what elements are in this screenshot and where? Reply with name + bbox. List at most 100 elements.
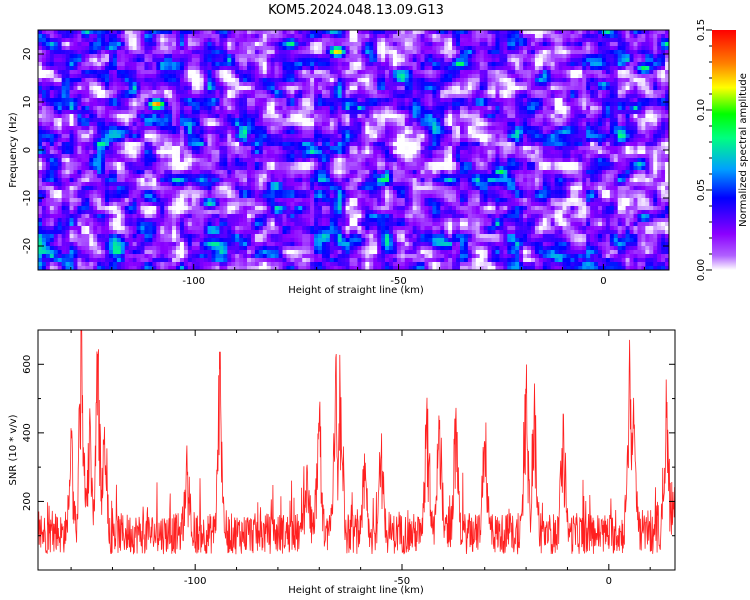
heatmap-cell: [85, 118, 90, 123]
heatmap-cell: [550, 134, 555, 139]
heatmap-cell: [274, 74, 279, 79]
heatmap-cell: [558, 38, 563, 43]
heatmap-cell: [81, 154, 86, 159]
heatmap-cell: [507, 98, 512, 103]
heatmap-cell: [112, 74, 118, 79]
heatmap-cell: [101, 74, 106, 79]
heatmap-cell: [507, 146, 512, 151]
heatmap-cell: [412, 110, 417, 115]
heatmap-cell: [65, 150, 70, 155]
heatmap-cell: [621, 42, 626, 47]
heatmap-cell: [574, 78, 579, 83]
heatmap-cell: [633, 70, 638, 75]
heatmap-cell: [306, 46, 311, 51]
heatmap-cell: [254, 86, 260, 91]
heatmap-cell: [132, 30, 137, 35]
heatmap-cell: [219, 58, 224, 63]
heatmap-cell: [302, 62, 307, 67]
heatmap-cell: [582, 30, 587, 35]
heatmap-cell: [519, 134, 524, 139]
heatmap-cell: [53, 138, 59, 143]
heatmap-cell: [148, 82, 153, 87]
heatmap-cell: [444, 114, 449, 119]
heatmap-cell: [156, 134, 161, 139]
heatmap-cell: [172, 54, 177, 59]
heatmap-cell: [207, 110, 212, 115]
heatmap-cell: [61, 90, 66, 95]
heatmap-cell: [140, 58, 145, 63]
heatmap-cell: [392, 150, 398, 155]
heatmap-cell: [570, 86, 575, 91]
heatmap-cell: [562, 118, 567, 123]
heatmap-cell: [582, 70, 587, 75]
heatmap-cell: [97, 138, 102, 143]
heatmap-cell: [172, 94, 177, 99]
heatmap-cell: [408, 146, 413, 151]
heatmap-cell: [93, 70, 98, 75]
heatmap-cell: [61, 146, 66, 151]
heatmap-cell: [215, 102, 220, 107]
heatmap-cell: [452, 50, 457, 55]
heatmap-cell: [247, 114, 252, 119]
heatmap-cell: [176, 150, 181, 155]
heatmap-cell: [542, 118, 548, 123]
heatmap-cell: [586, 114, 591, 119]
heatmap-cell: [274, 146, 279, 151]
heatmap-cell: [436, 142, 441, 147]
heatmap-cell: [243, 142, 248, 147]
heatmap-cell: [124, 82, 129, 87]
heatmap-cell: [172, 122, 177, 127]
heatmap-cell: [621, 130, 626, 135]
heatmap-cell: [318, 118, 323, 123]
heatmap-cell: [49, 122, 55, 127]
heatmap-cell: [73, 42, 78, 47]
heatmap-cell: [661, 70, 666, 75]
heatmap-cell: [665, 146, 669, 151]
heatmap-cell: [594, 118, 599, 123]
heatmap-cell: [85, 62, 90, 67]
heatmap-cell: [558, 98, 563, 103]
heatmap-cell: [321, 150, 327, 155]
heatmap-cell: [361, 126, 366, 131]
heatmap-cell: [294, 122, 299, 127]
heatmap-cell: [404, 70, 410, 75]
heatmap-cell: [183, 102, 189, 107]
heatmap-cell: [609, 90, 615, 95]
heatmap-cell: [207, 146, 212, 151]
heatmap-cell: [377, 38, 382, 43]
heatmap-cell: [187, 90, 193, 95]
heatmap-cell: [487, 66, 492, 71]
heatmap-cell: [661, 142, 666, 147]
heatmap-cell: [81, 34, 86, 39]
heatmap-cell: [665, 126, 669, 131]
heatmap-cell: [108, 58, 114, 63]
heatmap-cell: [570, 82, 575, 87]
heatmap-cell: [243, 70, 248, 75]
heatmap-cell: [81, 46, 86, 51]
heatmap-cell: [621, 78, 626, 83]
heatmap-cell: [179, 118, 185, 123]
heatmap-cell: [381, 106, 386, 111]
heatmap-cell: [400, 66, 406, 71]
heatmap-cell: [665, 74, 669, 79]
heatmap-cell: [333, 86, 339, 91]
heatmap-cell: [432, 106, 437, 111]
heatmap-cell: [310, 138, 315, 143]
heatmap-cell: [542, 98, 548, 103]
heatmap-cell: [625, 34, 630, 39]
heatmap-cell: [475, 106, 480, 111]
heatmap-cell: [578, 54, 583, 59]
heatmap-cell: [566, 130, 571, 135]
heatmap-cell: [160, 106, 165, 111]
heatmap-cell: [586, 98, 591, 103]
heatmap-cell: [294, 58, 299, 63]
heatmap-cell: [41, 142, 47, 147]
heatmap-cell: [108, 86, 114, 91]
heatmap-cell: [45, 134, 51, 139]
heatmap-cell: [325, 134, 331, 139]
heatmap-cell: [176, 126, 181, 131]
heatmap-cell: [318, 62, 323, 67]
heatmap-cell: [274, 50, 279, 55]
heatmap-cell: [227, 58, 232, 63]
heatmap-cell: [452, 34, 457, 39]
